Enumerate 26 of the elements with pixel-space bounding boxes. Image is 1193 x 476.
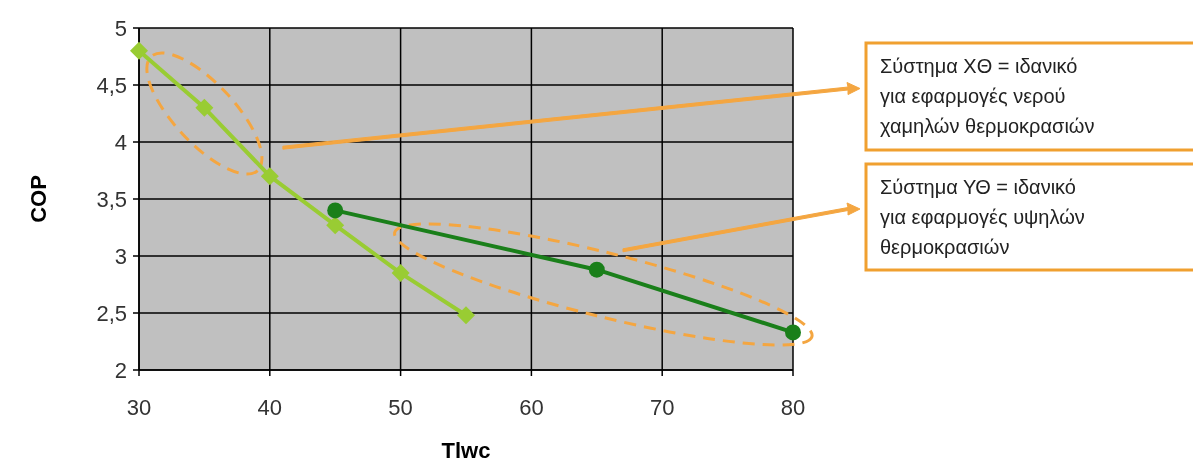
y-tick-label: 2 [114,357,127,383]
x-tick-label: 80 [780,395,806,420]
point [195,98,214,117]
point [391,264,410,283]
x-axis-title: Tlwc [441,438,491,463]
point [327,202,344,219]
y-tick-label: 5 [114,15,127,41]
y-tick-label: 3 [114,243,127,269]
text: Σύστημα ΧΘ = ιδανικό για εφαρμογές νερού χαμηλών θερμοκρασιών [880,55,1095,137]
y-tick-label: 2,5 [96,300,127,326]
point [130,41,148,60]
x-tick-label: 70 [649,395,675,420]
y-axis-title: COP [26,175,51,223]
text: Σύστημα ΥΘ = ιδανικό για εφαρμογές υψηλών θερμοκρασιών [880,176,1085,258]
point [326,216,345,235]
point [588,261,605,278]
x-tick-label: 60 [519,395,544,420]
point [260,167,279,186]
point [785,324,801,341]
y-tick-label: 4,5 [96,72,127,98]
y-tick-label: 4 [114,129,127,155]
x-tick-label: 50 [388,395,413,420]
y-tick-label: 3,5 [96,186,127,212]
point [457,306,475,325]
x-tick-label: 40 [257,395,283,420]
x-tick-label: 30 [126,395,152,420]
